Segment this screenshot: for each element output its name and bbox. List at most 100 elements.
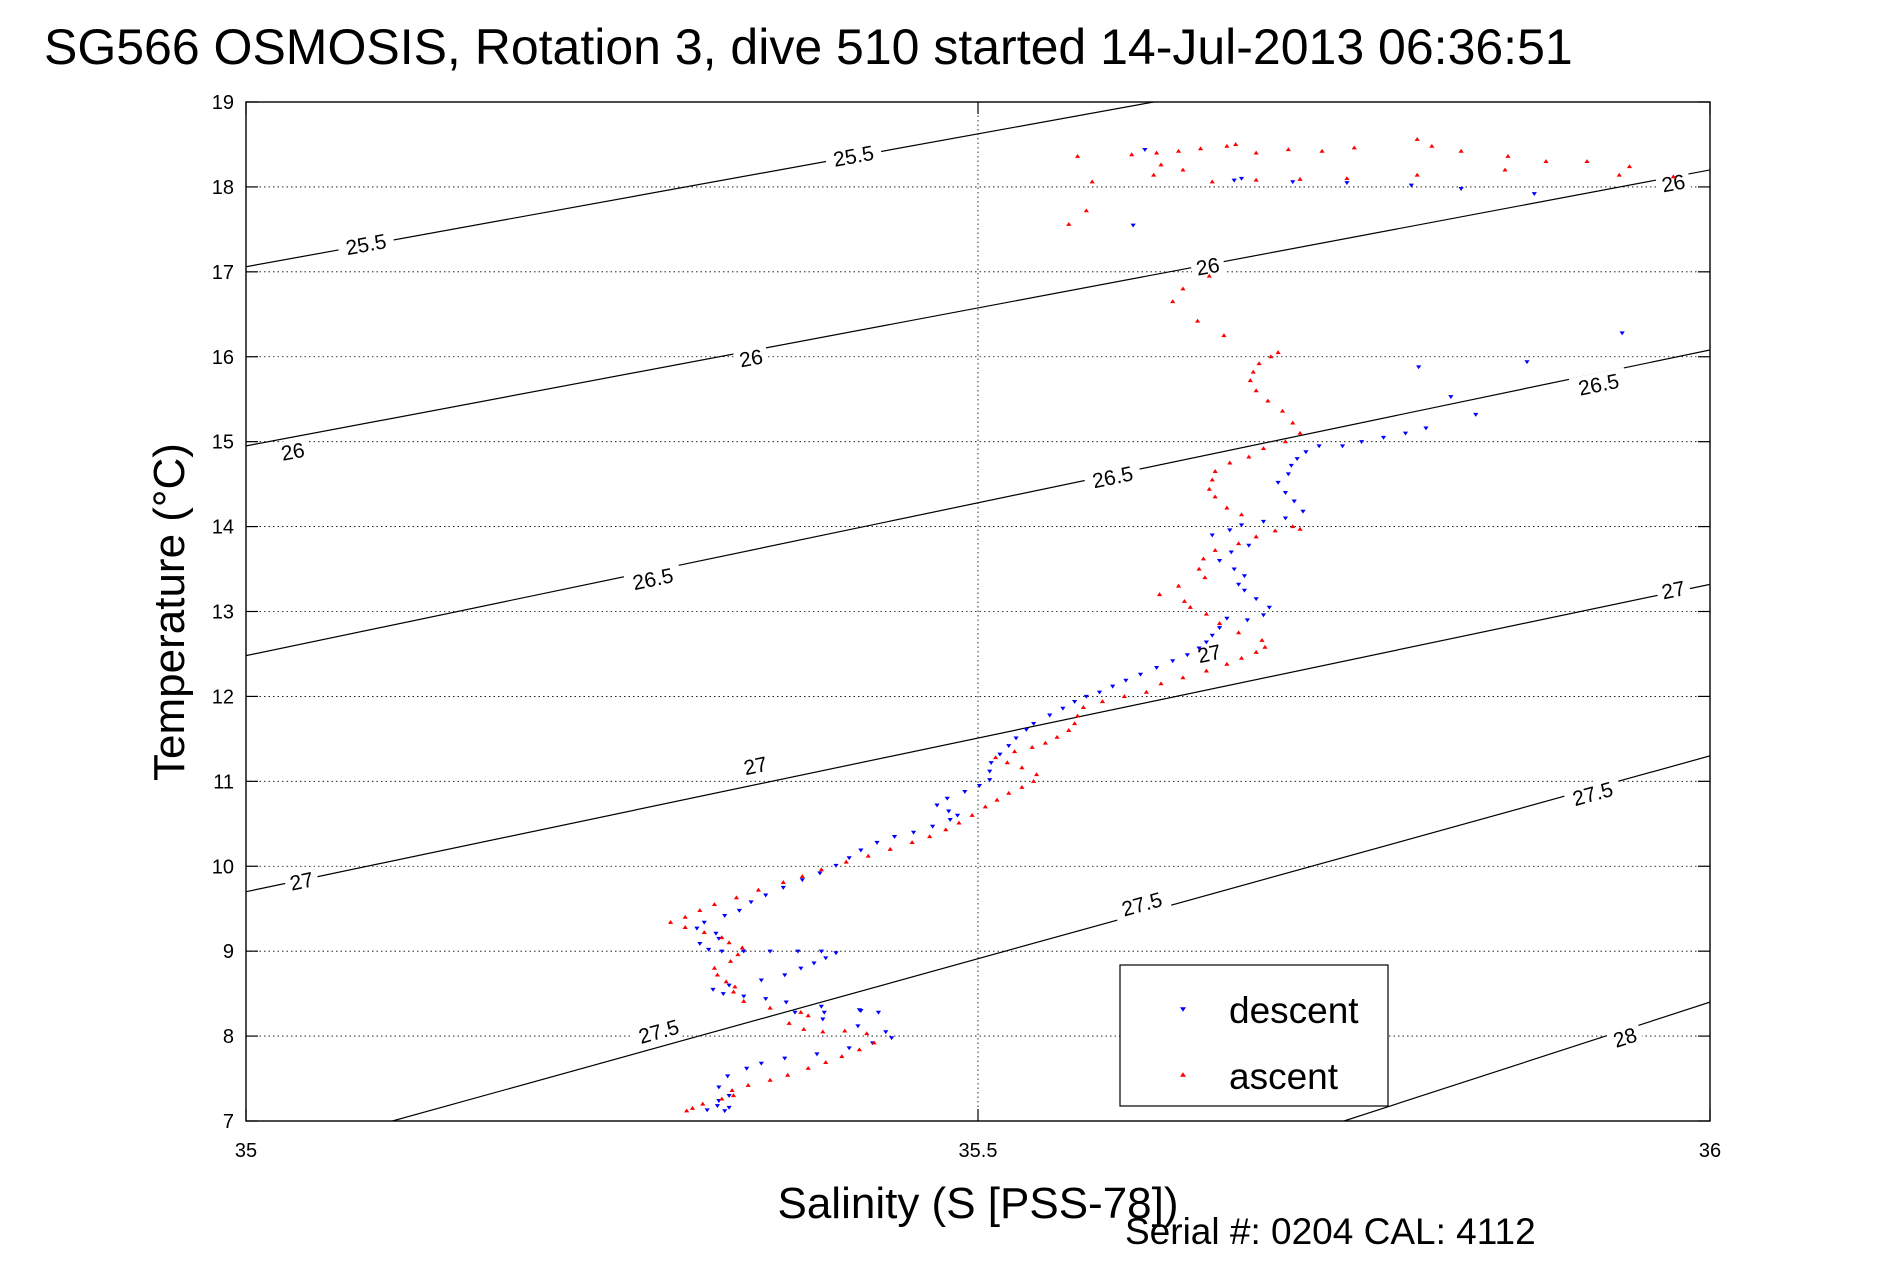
descent-point [934,803,940,808]
ascent-point [1202,575,1208,580]
descent-point [1282,491,1289,495]
descent-point [1096,690,1103,695]
descent-point [792,1010,798,1015]
ascent-point [1042,740,1048,745]
ascent-point [1282,439,1289,444]
contour-label: 27.5 [1119,888,1165,921]
ascent-point [1181,598,1188,603]
contour-label: 26 [738,345,765,372]
ascent-point [1012,749,1018,754]
ascent-point [714,972,721,977]
ascent-point [755,887,761,892]
ascent-point [1253,649,1259,654]
descent-point [818,1004,824,1009]
ascent-point [1187,604,1193,609]
ascent-point [1260,446,1267,451]
legend-box [1119,964,1389,1107]
contour-label-bg [336,227,396,260]
ascent-point [1253,534,1259,539]
ascent-point [697,908,703,912]
ascent-point [1158,162,1164,167]
ascent-point [741,998,747,1003]
descent-point [1285,472,1291,477]
descent-point [1196,646,1202,651]
descent-point [1260,519,1267,524]
density-contour-line [246,349,1710,657]
ascent-point [1156,592,1163,597]
descent-point [1473,412,1479,417]
ascent-point [1143,689,1149,694]
contour-label-bg [283,866,320,895]
descent-point [944,796,950,801]
contour-label-bg [823,139,883,172]
x-tick-label: 36 [1699,1140,1721,1162]
contour-label-bg [274,437,311,465]
legend-label-descent: descent [1229,990,1359,1031]
ascent-point [726,940,732,945]
ascent-point [1297,526,1303,531]
y-tick-label: 18 [212,177,234,199]
ascent-point [842,1028,848,1033]
series-ascent [667,137,1676,1113]
density-contour-line [392,755,1710,1121]
ascent-point [1180,286,1186,291]
descent-point [767,949,773,954]
ascent-point [1074,154,1081,158]
ascent-point [1129,152,1135,157]
descent-point [1402,431,1409,436]
contour-label-bg [1568,367,1629,401]
contour-label: 26.5 [1576,370,1621,401]
y-tick-label: 13 [212,602,234,624]
ascent-point [1238,655,1245,660]
y-axis-ticks: 7 8 9 10 11 12 13 14 15 16 17 18 19 [212,92,1710,1133]
ascent-point [992,755,999,760]
descent-point [741,994,747,999]
ascent-point [1256,361,1262,366]
ascent-point [711,965,718,970]
ascent-point [1505,154,1511,158]
ascent-point [1351,145,1357,150]
ascent-point [1235,541,1242,546]
ascent-point [865,853,871,858]
contour-label-bg [736,750,774,780]
ascent-point [729,1088,735,1092]
ascent-point [909,840,915,845]
ascent-point [1235,630,1242,635]
ascent-point [1206,273,1212,278]
ascent-point [723,979,729,984]
descent-point [799,878,805,883]
ascent-point [1414,137,1420,141]
descent-point [763,893,769,898]
descent-point [748,900,754,905]
descent-point [954,813,961,818]
density-contour-line [1343,1001,1710,1121]
descent-point [741,949,747,954]
descent-point [1142,147,1148,152]
ascent-point [684,1108,690,1113]
descent-point [1619,331,1625,336]
x-tick-label: 35.5 [959,1140,998,1162]
descent-point [855,1024,861,1029]
serial-cal-text: Serial #: 0204 CAL: 4112 [1125,1211,1536,1252]
ascent-point [1054,734,1060,739]
y-tick-label: 8 [223,1026,234,1048]
descent-point [719,949,725,954]
contour-label: 26 [279,439,306,466]
legend-label-ascent: ascent [1229,1056,1339,1097]
ascent-point [1180,675,1186,680]
contour-label: 27 [288,868,316,895]
descent-point [1358,440,1365,445]
y-tick-label: 14 [212,517,234,539]
ascent-point [864,1031,870,1036]
ascent-point [732,984,738,989]
ascent-point [1265,398,1271,403]
descent-point [988,761,994,765]
ascent-point [1083,208,1089,213]
ascent-point [1180,167,1186,172]
descent-point [1013,736,1019,741]
descent-point [1209,533,1215,538]
ascent-point [839,1054,845,1059]
ascent-point [1200,556,1207,561]
ascent-point [1175,583,1182,588]
ascent-point [1212,494,1218,499]
